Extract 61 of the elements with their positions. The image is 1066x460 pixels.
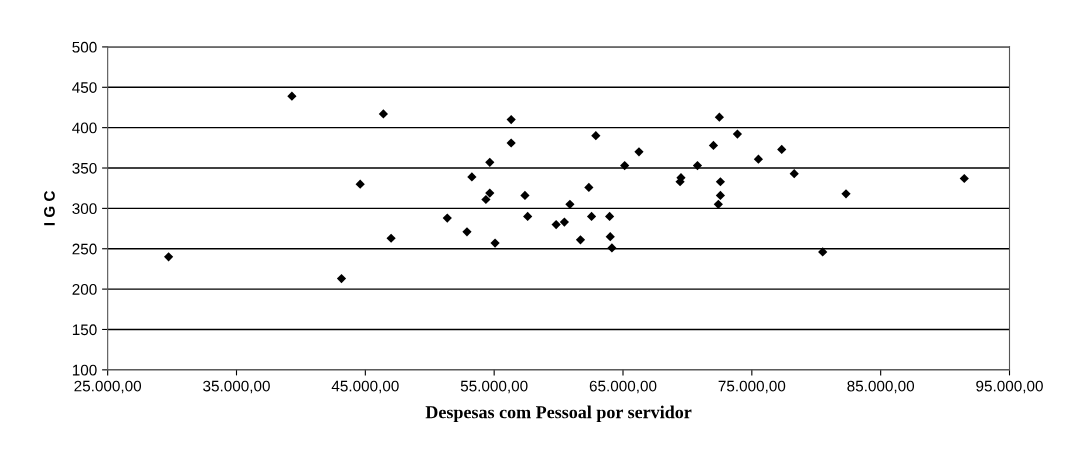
point <box>506 114 516 125</box>
y-tick-label: 250 <box>72 243 97 255</box>
point <box>485 188 495 198</box>
point <box>584 182 594 192</box>
point <box>841 189 851 199</box>
point <box>620 160 630 171</box>
point <box>520 190 530 201</box>
y-axis-title: I G C <box>44 190 55 226</box>
point <box>490 238 500 248</box>
x-tick-label: 25.000,00 <box>74 380 142 394</box>
point <box>605 232 615 242</box>
point <box>287 91 297 101</box>
point <box>506 138 516 148</box>
x-tick-label: 45.000,00 <box>331 380 399 394</box>
y-tick-label: 350 <box>72 162 97 174</box>
point <box>607 243 617 253</box>
point <box>591 131 601 141</box>
point <box>708 140 719 151</box>
point <box>692 160 703 171</box>
x-tick-label: 95.000,00 <box>976 380 1043 394</box>
y-tick-label: 300 <box>72 203 97 215</box>
point <box>575 235 586 245</box>
point <box>336 274 347 284</box>
x-axis-title: Despesas com Pessoal por servidor <box>425 405 692 422</box>
point <box>164 252 174 262</box>
point <box>559 217 569 227</box>
point <box>777 144 787 155</box>
point <box>715 190 726 201</box>
y-tick-label: 200 <box>72 283 97 295</box>
x-tick-label: 65.000,00 <box>589 380 657 394</box>
point <box>732 129 743 139</box>
x-tick-label: 55.000,00 <box>460 380 528 394</box>
point <box>789 169 799 179</box>
y-tick-label: 450 <box>72 82 97 93</box>
point <box>355 179 365 189</box>
point <box>462 227 472 237</box>
point <box>586 211 597 222</box>
point <box>485 157 495 167</box>
point <box>753 154 764 164</box>
y-tick-label: 150 <box>72 324 97 336</box>
point <box>715 177 726 187</box>
point <box>378 109 388 119</box>
x-tick-label: 85.000,00 <box>847 380 915 394</box>
point <box>481 194 491 205</box>
x-tick-label: 75.000,00 <box>718 380 786 394</box>
point <box>959 173 969 184</box>
point <box>565 199 575 209</box>
point <box>386 233 396 243</box>
point <box>713 199 723 209</box>
point <box>551 219 561 230</box>
point <box>818 247 828 257</box>
point <box>467 172 477 182</box>
x-tick-label: 35.000,00 <box>203 380 270 394</box>
point <box>442 213 452 223</box>
point <box>523 211 533 222</box>
y-tick-label: 500 <box>72 41 97 53</box>
point <box>714 112 724 122</box>
point <box>605 211 615 222</box>
y-tick-label: 100 <box>72 364 97 376</box>
point <box>634 147 644 157</box>
y-tick-label: 400 <box>72 122 97 134</box>
